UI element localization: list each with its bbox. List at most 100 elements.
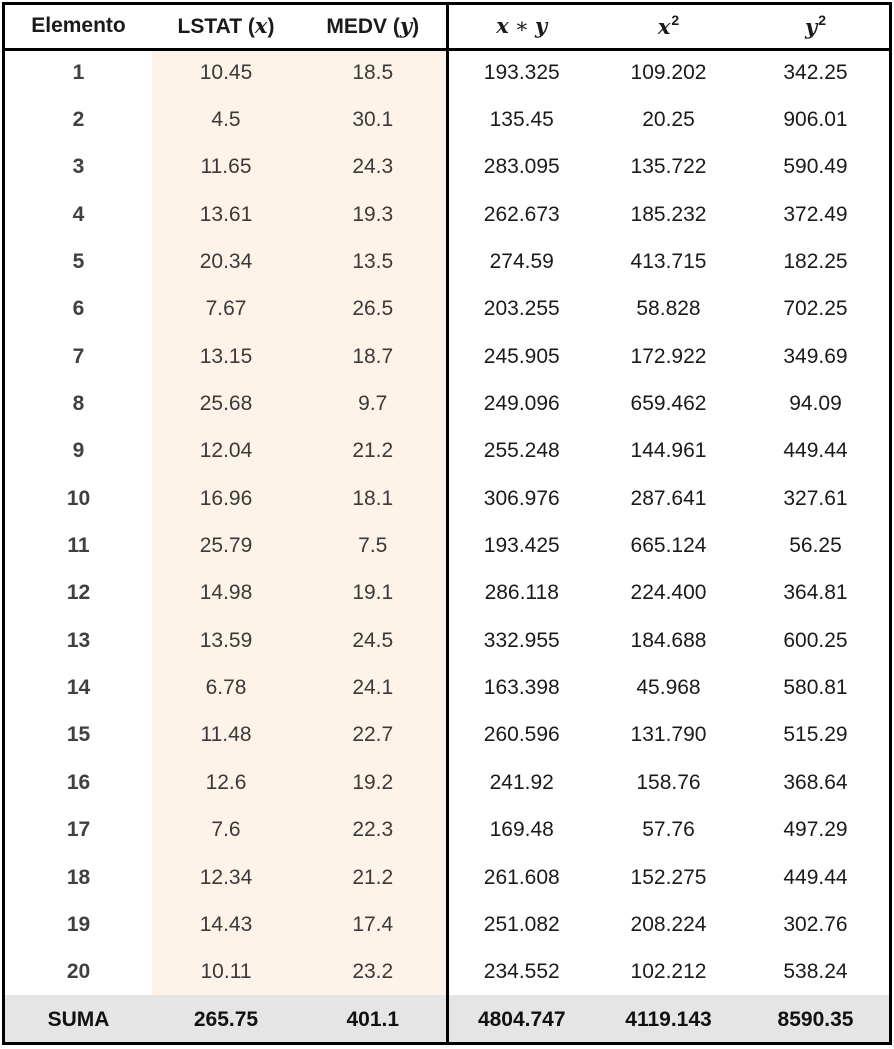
cell-element: 6 <box>72 297 85 321</box>
cell-lstat: 14.43 <box>152 901 300 949</box>
cell-y-squared: 368.64 <box>783 770 848 794</box>
cell-y-squared: 906.01 <box>783 108 848 132</box>
cell-medv: 18.1 <box>300 475 447 523</box>
cell-element: 12 <box>66 581 91 605</box>
cell-medv: 13.5 <box>300 238 447 286</box>
cell-medv: 18.5 <box>300 49 447 97</box>
cell-element: 19 <box>66 912 91 936</box>
cell-element: 9 <box>72 439 85 463</box>
cell-y-squared: 497.29 <box>783 818 848 842</box>
header-medv: MEDV (y) <box>300 5 447 51</box>
cell-x-times-y: 306.976 <box>445 475 595 523</box>
cell-y-squared: 580.81 <box>783 676 848 700</box>
cell-element: 10 <box>66 486 91 510</box>
cell-x-times-y: 249.096 <box>445 380 595 428</box>
cell-x-squared: 158.76 <box>636 770 701 794</box>
table-row: 1 10.45 18.5 193.325 109.202 342.25 <box>5 49 889 97</box>
cell-lstat: 4.5 <box>152 96 300 144</box>
cell-medv: 26.5 <box>300 285 447 334</box>
cell-element: 20 <box>66 959 91 983</box>
cell-x-squared: 144.961 <box>630 439 707 463</box>
cell-medv: 22.7 <box>300 711 447 760</box>
cell-lstat: 10.45 <box>152 49 300 97</box>
table-row: 10 16.96 18.1 306.976 287.641 327.61 <box>5 475 889 523</box>
cell-x-squared: 57.76 <box>642 818 695 842</box>
cell-medv: 30.1 <box>300 96 447 144</box>
cell-lstat: 11.48 <box>152 711 300 760</box>
cell-element: 11 <box>67 534 90 558</box>
cell-x-squared: 413.715 <box>630 250 707 274</box>
totals-label: SUMA <box>5 995 152 1042</box>
cell-y-squared: 94.09 <box>789 392 842 416</box>
cell-y-squared: 538.24 <box>783 959 848 983</box>
cell-medv: 21.2 <box>300 853 447 902</box>
header-lstat: LSTAT (x) <box>152 5 300 51</box>
cell-y-squared: 56.25 <box>789 534 842 558</box>
cell-x-squared: 208.224 <box>630 912 707 936</box>
cell-x-times-y: 193.325 <box>445 49 595 97</box>
table-row: 7 13.15 18.7 245.905 172.922 349.69 <box>5 333 889 381</box>
cell-medv: 24.1 <box>300 664 447 712</box>
cell-x-times-y: 193.425 <box>445 522 595 570</box>
header-x-squared: x2 <box>595 5 742 51</box>
cell-x-times-y: 163.398 <box>445 664 595 712</box>
table-row: 13 13.59 24.5 332.955 184.688 600.25 <box>5 617 889 665</box>
cell-y-squared: 515.29 <box>783 723 848 747</box>
cell-x-times-y: 251.082 <box>445 901 595 949</box>
table-row: 12 14.98 19.1 286.118 224.400 364.81 <box>5 569 889 618</box>
cell-element: 16 <box>66 770 91 794</box>
cell-element: 7 <box>72 344 85 368</box>
cell-lstat: 6.78 <box>152 664 300 712</box>
table-row: 5 20.34 13.5 274.59 413.715 182.25 <box>5 238 889 286</box>
cell-lstat: 20.34 <box>152 238 300 286</box>
cell-x-squared: 287.641 <box>630 486 707 510</box>
cell-medv: 23.2 <box>300 948 447 996</box>
cell-x-squared: 665.124 <box>630 534 707 558</box>
cell-lstat: 14.98 <box>152 569 300 618</box>
cell-medv: 19.3 <box>300 191 447 239</box>
cell-medv: 9.7 <box>300 380 447 428</box>
cell-element: 3 <box>72 155 85 179</box>
cell-x-times-y: 332.955 <box>445 617 595 665</box>
cell-lstat: 13.15 <box>152 333 300 381</box>
cell-x-squared: 131.790 <box>630 723 707 747</box>
cell-medv: 7.5 <box>300 522 447 570</box>
cell-element: 18 <box>66 865 91 889</box>
totals-y2: 8590.35 <box>742 995 889 1042</box>
table-row: 14 6.78 24.1 163.398 45.968 580.81 <box>5 664 889 712</box>
cell-medv: 24.3 <box>300 143 447 192</box>
cell-x-times-y: 203.255 <box>445 285 595 334</box>
cell-lstat: 7.6 <box>152 806 300 854</box>
cell-lstat: 25.68 <box>152 380 300 428</box>
cell-element: 15 <box>66 723 91 747</box>
cell-medv: 18.7 <box>300 333 447 381</box>
header-row: Elemento LSTAT (x) MEDV (y) x ∗ y x2 y2 <box>5 5 889 51</box>
cell-medv: 22.3 <box>300 806 447 854</box>
table-row: 8 25.68 9.7 249.096 659.462 94.09 <box>5 380 889 428</box>
cell-element: 5 <box>72 250 85 274</box>
cell-lstat: 12.34 <box>152 853 300 902</box>
cell-y-squared: 702.25 <box>783 297 848 321</box>
table-row: 4 13.61 19.3 262.673 185.232 372.49 <box>5 191 889 239</box>
cell-y-squared: 590.49 <box>783 155 848 179</box>
cell-y-squared: 182.25 <box>783 250 848 274</box>
cell-x-squared: 659.462 <box>630 392 707 416</box>
cell-x-times-y: 241.92 <box>445 759 595 807</box>
cell-x-times-y: 169.48 <box>445 806 595 854</box>
cell-lstat: 12.04 <box>152 427 300 476</box>
table-row: 15 11.48 22.7 260.596 131.790 515.29 <box>5 711 889 760</box>
table-row: 6 7.67 26.5 203.255 58.828 702.25 <box>5 285 889 334</box>
table-row: 19 14.43 17.4 251.082 208.224 302.76 <box>5 901 889 949</box>
cell-y-squared: 302.76 <box>783 912 848 936</box>
totals-x2: 4119.143 <box>595 995 742 1042</box>
cell-x-times-y: 255.248 <box>445 427 595 476</box>
cell-lstat: 12.6 <box>152 759 300 807</box>
cell-x-squared: 184.688 <box>630 628 707 652</box>
table-header: Elemento LSTAT (x) MEDV (y) x ∗ y x2 y2 <box>5 5 889 51</box>
totals-y: 401.1 <box>300 995 447 1042</box>
cell-medv: 19.1 <box>300 569 447 618</box>
cell-element: 14 <box>66 676 91 700</box>
cell-y-squared: 364.81 <box>783 581 848 605</box>
totals-xy: 4804.747 <box>445 995 595 1042</box>
